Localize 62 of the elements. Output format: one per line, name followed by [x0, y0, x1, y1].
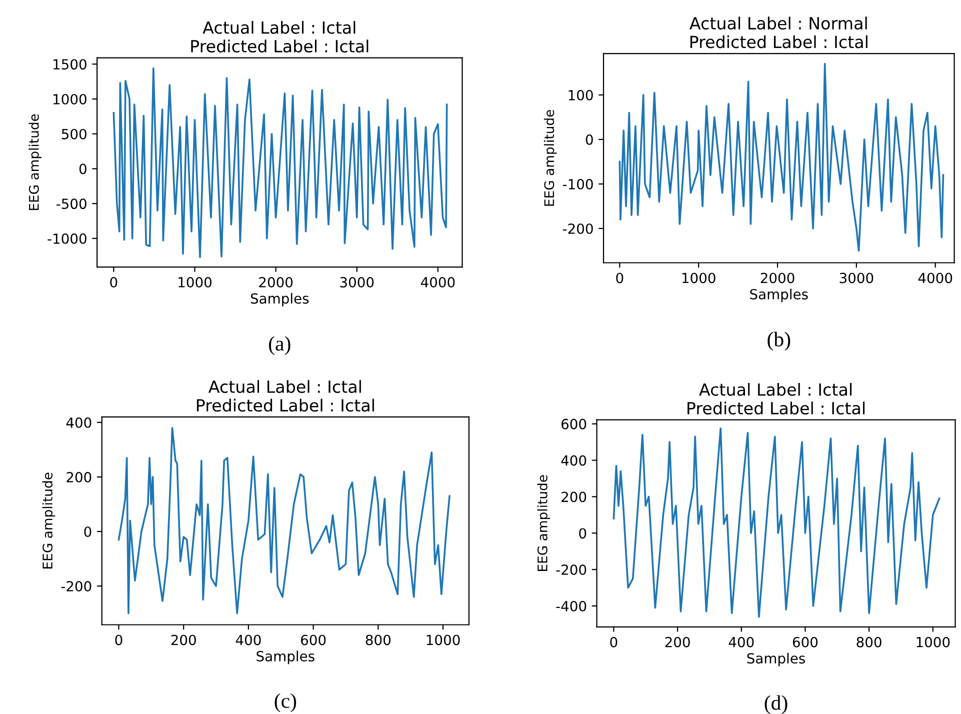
x-tick-label: 200 [665, 636, 690, 648]
y-tick-label: 600 [562, 418, 586, 430]
y-tick-label: -400 [556, 600, 586, 612]
y-tick-label: 1000 [54, 94, 86, 104]
y-tick-label: 0 [84, 526, 92, 537]
y-tick-label: -200 [562, 223, 593, 234]
x-tick-label: 3000 [840, 272, 874, 284]
x-tick-label: 1000 [682, 272, 716, 284]
chart-title: Actual Label : Ictal Predicted Label : Ictal [191, 20, 368, 53]
x-tick-label: 3000 [340, 277, 374, 288]
chart-title: Actual Label : Ictal Predicted Label : Ictal [196, 380, 374, 412]
text: (c) [274, 693, 296, 712]
y-tick-label: 400 [561, 455, 586, 466]
y-tick-label: 100 [568, 90, 593, 100]
y-tick-label: 400 [66, 417, 92, 428]
y-tick-label: 200 [562, 492, 586, 502]
y-tick-label: -200 [61, 581, 92, 592]
text: (b) [768, 332, 790, 351]
line-series [112, 67, 448, 258]
chart-title: Actual Label : Ictal Predicted Label : Ictal [688, 382, 865, 415]
line-series [612, 427, 940, 618]
x-tick-label: 1000 [426, 634, 460, 646]
x-axis-title: Samples [747, 652, 805, 666]
y-tick-label: 0 [79, 164, 86, 174]
y-tick-label: -200 [556, 564, 586, 575]
x-tick-label: 200 [171, 634, 196, 646]
y-tick-label: 500 [62, 128, 86, 140]
y-tick-label: -500 [56, 198, 86, 210]
y-axis-title: EEG amplitude [42, 472, 56, 568]
y-axis-title: EEG amplitude [544, 110, 557, 206]
text: (a) [269, 336, 290, 355]
x-tick-label: 2000 [259, 277, 293, 288]
x-tick-label: 2000 [760, 272, 794, 284]
x-axis-title: Samples [750, 288, 808, 302]
x-tick-label: 800 [856, 636, 882, 648]
x-tick-label: 1000 [178, 277, 212, 288]
x-tick-label: 600 [301, 634, 326, 646]
y-axis-title: EEG amplitude [537, 475, 550, 571]
x-tick-label: 0 [616, 272, 624, 284]
x-tick-label: 0 [115, 634, 122, 646]
x-tick-label: 0 [610, 636, 618, 648]
x-axis-title: Samples [256, 650, 314, 664]
y-tick-label: -100 [562, 178, 593, 190]
line-series [618, 62, 944, 252]
line-series [118, 426, 450, 614]
x-tick-label: 400 [728, 636, 754, 648]
x-tick-label: 4000 [420, 277, 455, 288]
x-tick-label: 4000 [918, 272, 952, 284]
x-axis-title: Samples [250, 292, 309, 306]
x-tick-label: 600 [792, 636, 818, 648]
x-tick-label: 400 [236, 634, 261, 646]
y-tick-label: 1500 [54, 59, 86, 70]
y-tick-label: 0 [579, 528, 586, 539]
text: (d) [764, 695, 788, 714]
x-tick-label: 0 [110, 277, 118, 288]
y-tick-label: 0 [586, 134, 593, 145]
x-tick-label: 800 [366, 634, 390, 646]
y-axis-title: EEG amplitude [28, 114, 42, 210]
y-tick-label: 200 [66, 472, 92, 482]
x-tick-label: 1000 [916, 636, 950, 648]
y-tick-label: -1000 [48, 233, 86, 244]
chart-title: Actual Label : Normal Predicted Label : Ictal [690, 16, 868, 48]
